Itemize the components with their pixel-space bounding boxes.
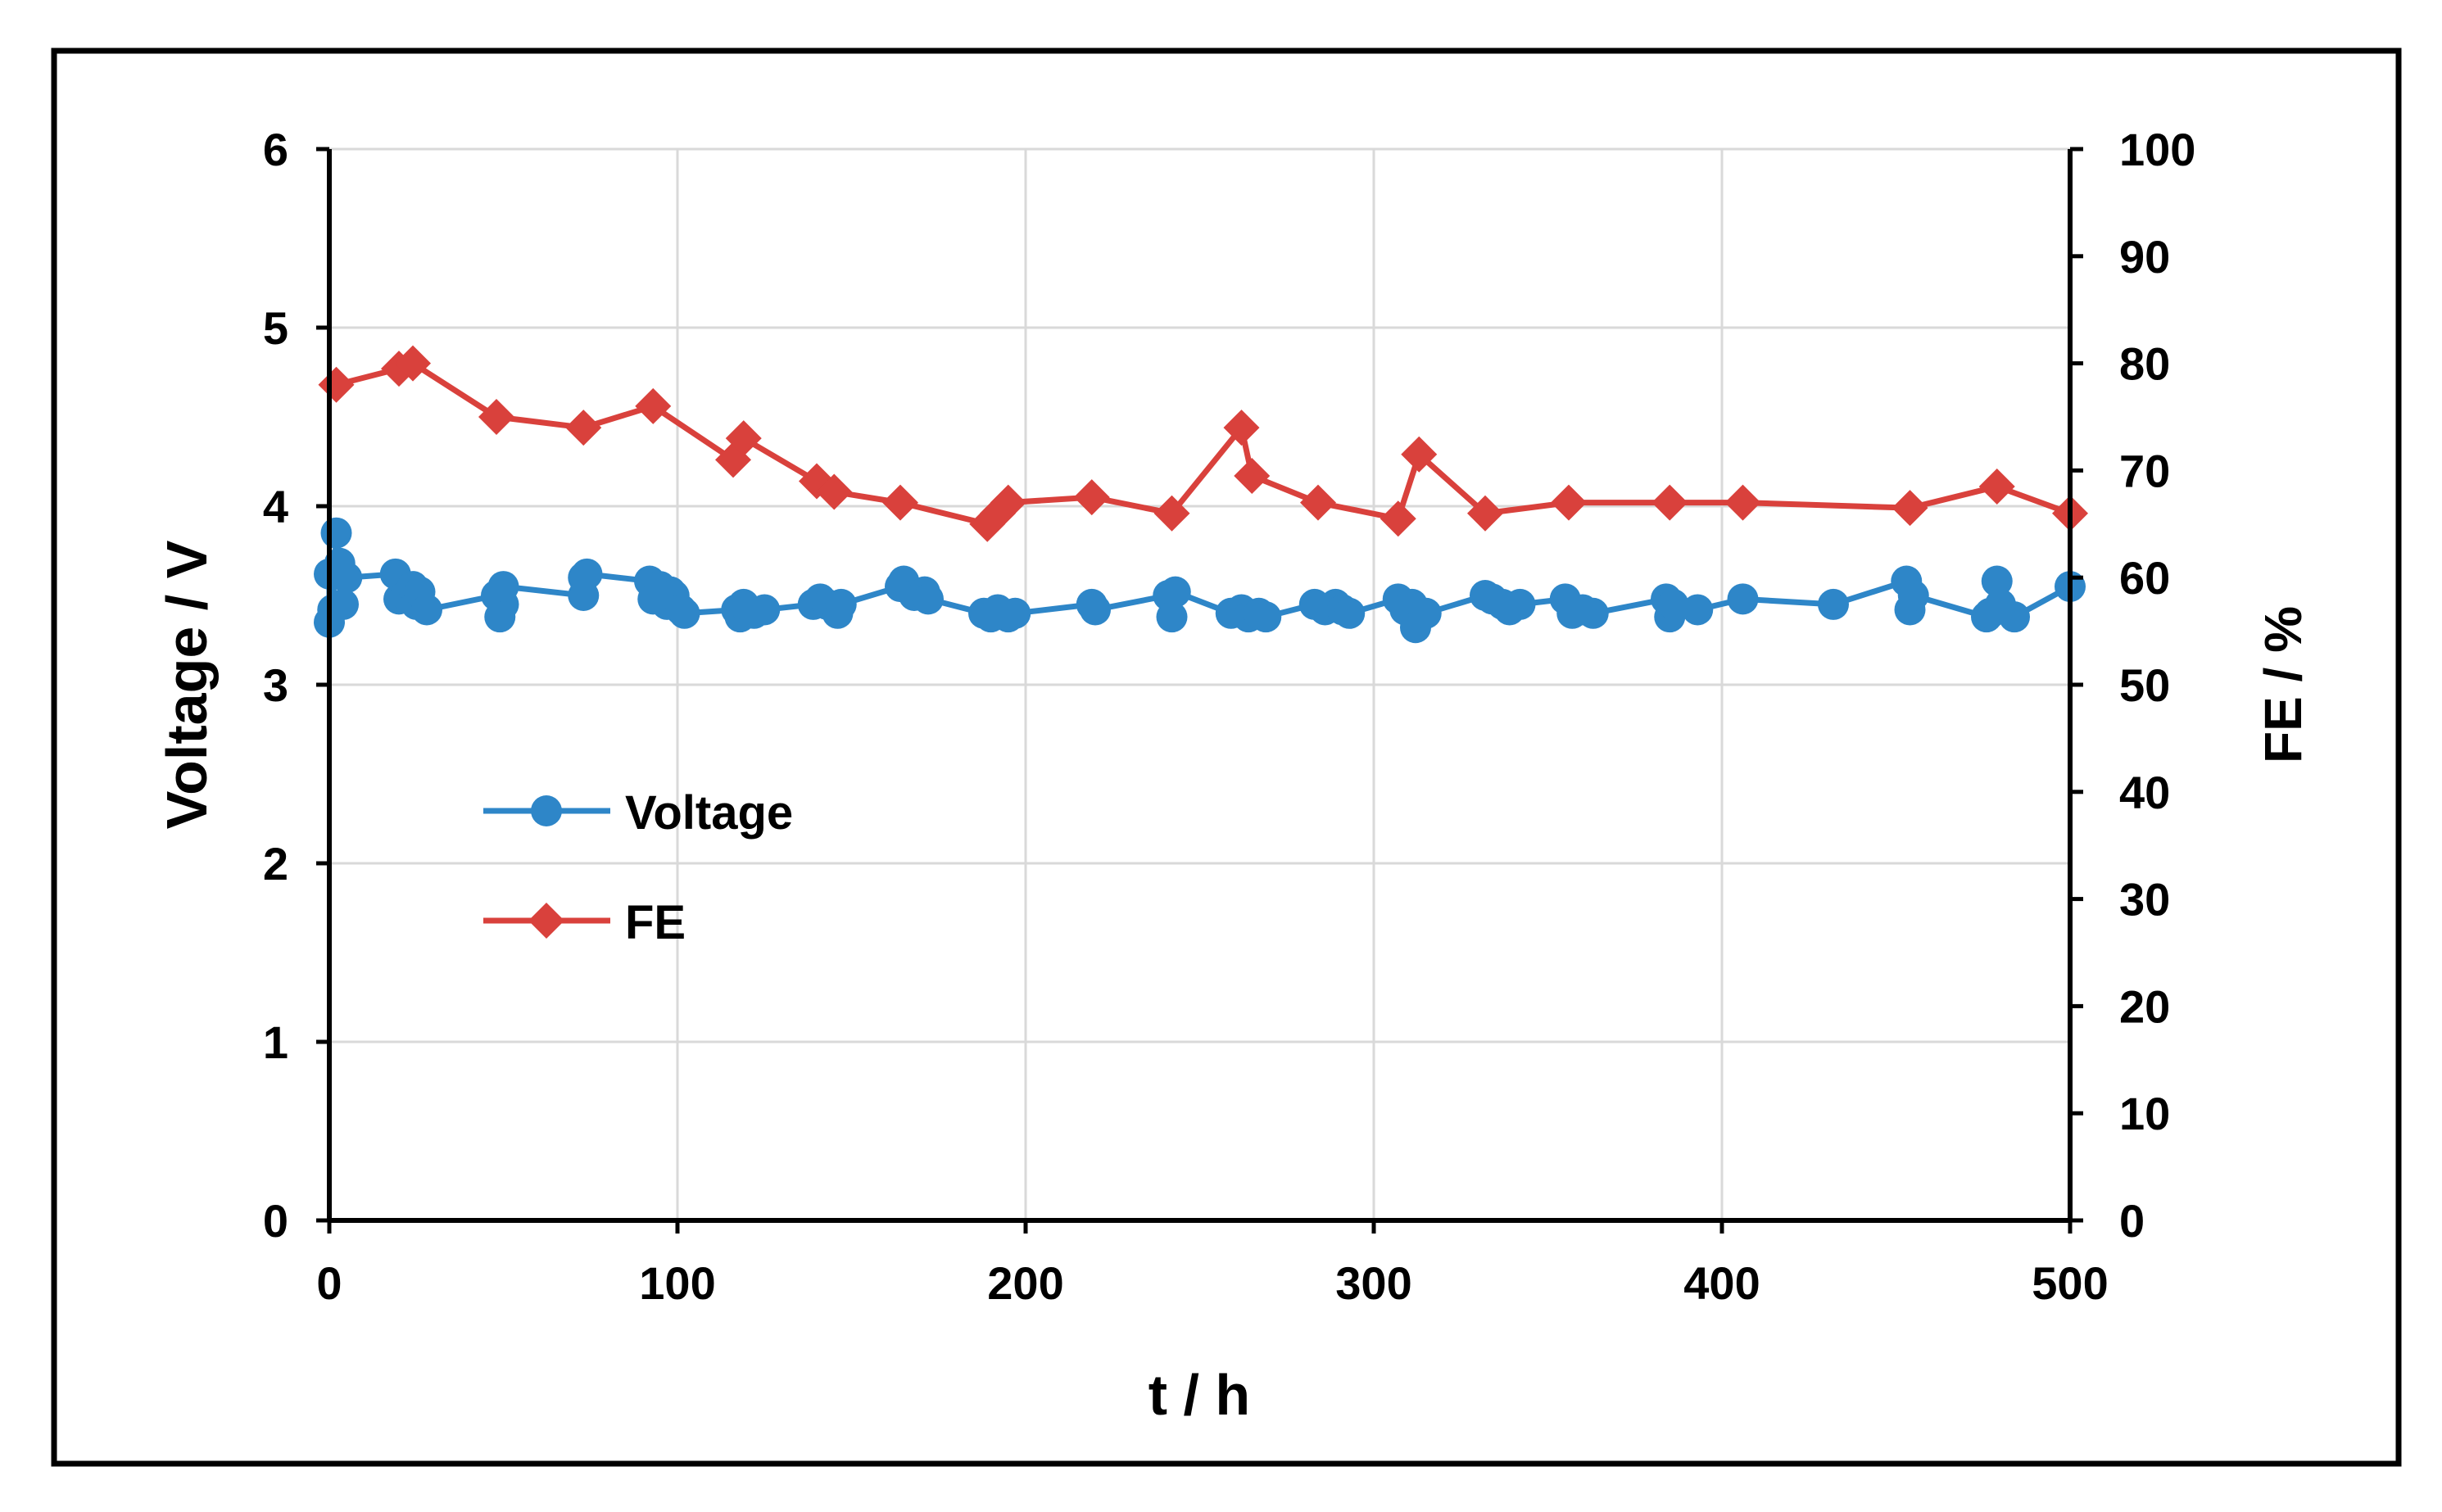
x-tick-label: 100 (639, 1257, 715, 1309)
y-right-tick-label: 70 (2119, 445, 2170, 496)
legend-swatch-marker (528, 903, 564, 939)
fe-point (478, 399, 514, 435)
voltage-point (825, 588, 857, 620)
x-tick-label: 200 (987, 1257, 1063, 1309)
series-layer (314, 345, 2088, 644)
y-right-tick-label: 80 (2119, 338, 2170, 390)
tick-labels: 0 100 200 300 400 500012345601020304050607080… (263, 124, 2196, 1309)
legend-label: Voltage (625, 786, 793, 840)
y-right-tick-label: 90 (2119, 231, 2170, 283)
fe-point (1467, 495, 1503, 532)
fe-point (725, 420, 762, 457)
fe-point (1651, 484, 1688, 521)
voltage-point (1818, 588, 1849, 620)
fe-point (1892, 490, 1928, 527)
fe-point (1551, 484, 1587, 521)
voltage-point (1410, 597, 1442, 629)
voltage-point (411, 594, 442, 626)
figure-frame (51, 48, 2402, 1467)
fe-point (816, 473, 853, 510)
y-right-tick-label: 20 (2119, 980, 2170, 1032)
y-axis-left-title: Voltage / V (155, 540, 219, 829)
voltage-point (1981, 565, 2013, 597)
y-right-tick-label: 100 (2119, 124, 2195, 175)
fe-point (990, 484, 1026, 521)
y-left-tick-label: 0 (263, 1195, 288, 1247)
y-right-tick-label: 50 (2119, 659, 2170, 711)
y-right-tick-label: 60 (2119, 552, 2170, 604)
voltage-point (1897, 580, 1929, 611)
voltage-point (1999, 601, 2030, 633)
x-tick-label: 400 (1683, 1257, 1760, 1309)
voltage-point (320, 517, 352, 549)
fe-point (395, 345, 431, 382)
y-right-tick-label: 0 (2119, 1195, 2145, 1247)
fe-point (1978, 469, 2015, 505)
y-left-tick-label: 4 (263, 481, 288, 532)
voltage-point (1504, 588, 1536, 620)
fe-point (1401, 436, 1438, 473)
fe-point (882, 484, 918, 521)
fe-point (1234, 457, 1271, 494)
fe-point (1724, 484, 1761, 521)
voltage-point (999, 597, 1031, 629)
voltage-point (328, 588, 359, 620)
voltage-point (571, 558, 603, 590)
y-right-tick-label: 30 (2119, 874, 2170, 926)
voltage-point (1156, 601, 1188, 633)
legend-item-voltage: Voltage (483, 786, 793, 840)
y-right-tick-label: 10 (2119, 1088, 2170, 1139)
fe-point (1223, 410, 1260, 446)
y-left-tick-label: 6 (263, 124, 288, 175)
voltage-point (1727, 583, 1759, 615)
legend-swatch-marker (531, 795, 562, 826)
y-left-tick-label: 5 (263, 302, 288, 354)
x-tick-label: 500 (2032, 1257, 2108, 1309)
fe-point (635, 387, 672, 424)
fe-point (1300, 484, 1336, 521)
voltage-point (1657, 588, 1689, 620)
y-left-tick-label: 3 (263, 659, 288, 711)
voltage-point (487, 571, 519, 603)
y-right-tick-label: 40 (2119, 767, 2170, 818)
y-left-tick-label: 1 (263, 1016, 288, 1068)
voltage-point (1159, 576, 1191, 608)
voltage-point (1334, 597, 1366, 629)
fe-line (335, 360, 2072, 527)
voltage-point (1250, 601, 1282, 633)
series-fe (318, 345, 2088, 542)
fe-point (1380, 500, 1416, 537)
fe-point (565, 410, 602, 446)
x-tick-label: 0 (316, 1257, 342, 1309)
series-voltage (314, 517, 2086, 644)
voltage-point (1080, 594, 1111, 626)
x-tick-label: 300 (1335, 1257, 1411, 1309)
legend-label: FE (625, 896, 686, 949)
voltage-point (331, 562, 363, 594)
voltage-point (668, 597, 700, 629)
voltage-point (749, 594, 781, 626)
y-axis-right-title: FE / % (2254, 606, 2313, 763)
legend-item-fe: FE (483, 896, 686, 949)
legend: Voltage FE (483, 786, 793, 949)
voltage-point (913, 583, 944, 615)
fe-point (1073, 479, 1110, 516)
y-left-tick-label: 2 (263, 838, 288, 890)
voltage-point (1682, 594, 1714, 626)
x-axis-title: t / h (1149, 1363, 1250, 1427)
voltage-point (1577, 597, 1609, 629)
fe-point (1153, 495, 1190, 532)
